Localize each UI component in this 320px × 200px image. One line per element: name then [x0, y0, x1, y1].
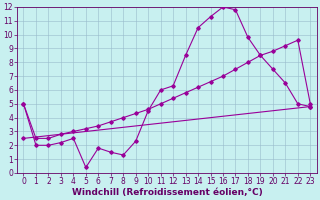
X-axis label: Windchill (Refroidissement éolien,°C): Windchill (Refroidissement éolien,°C) [72, 188, 262, 197]
